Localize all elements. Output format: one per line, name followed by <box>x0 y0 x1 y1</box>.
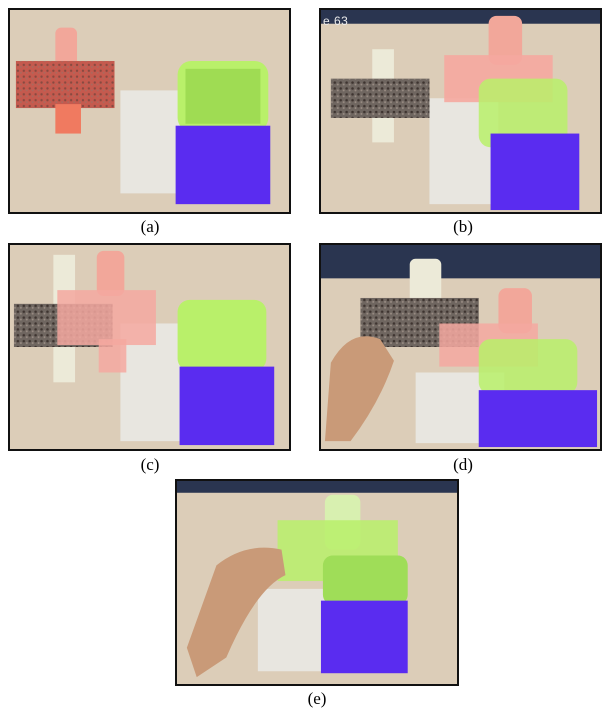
frame-label: e 63 <box>323 14 349 28</box>
panel-b: e 63 <box>319 8 602 214</box>
caption-b: (b) <box>453 217 473 236</box>
panel-c <box>8 243 291 451</box>
caption-c: (c) <box>140 455 160 474</box>
scene-e <box>177 481 457 684</box>
panel-e <box>175 479 459 686</box>
caption-e: (e) <box>307 689 327 708</box>
caption-a: (a) <box>140 217 160 236</box>
panel-d <box>319 243 602 451</box>
caption-d: (d) <box>453 455 473 474</box>
scene-c <box>10 245 289 449</box>
panel-a <box>8 8 291 214</box>
scene-a <box>10 10 289 212</box>
scene-d <box>321 245 600 449</box>
scene-b <box>321 10 600 212</box>
